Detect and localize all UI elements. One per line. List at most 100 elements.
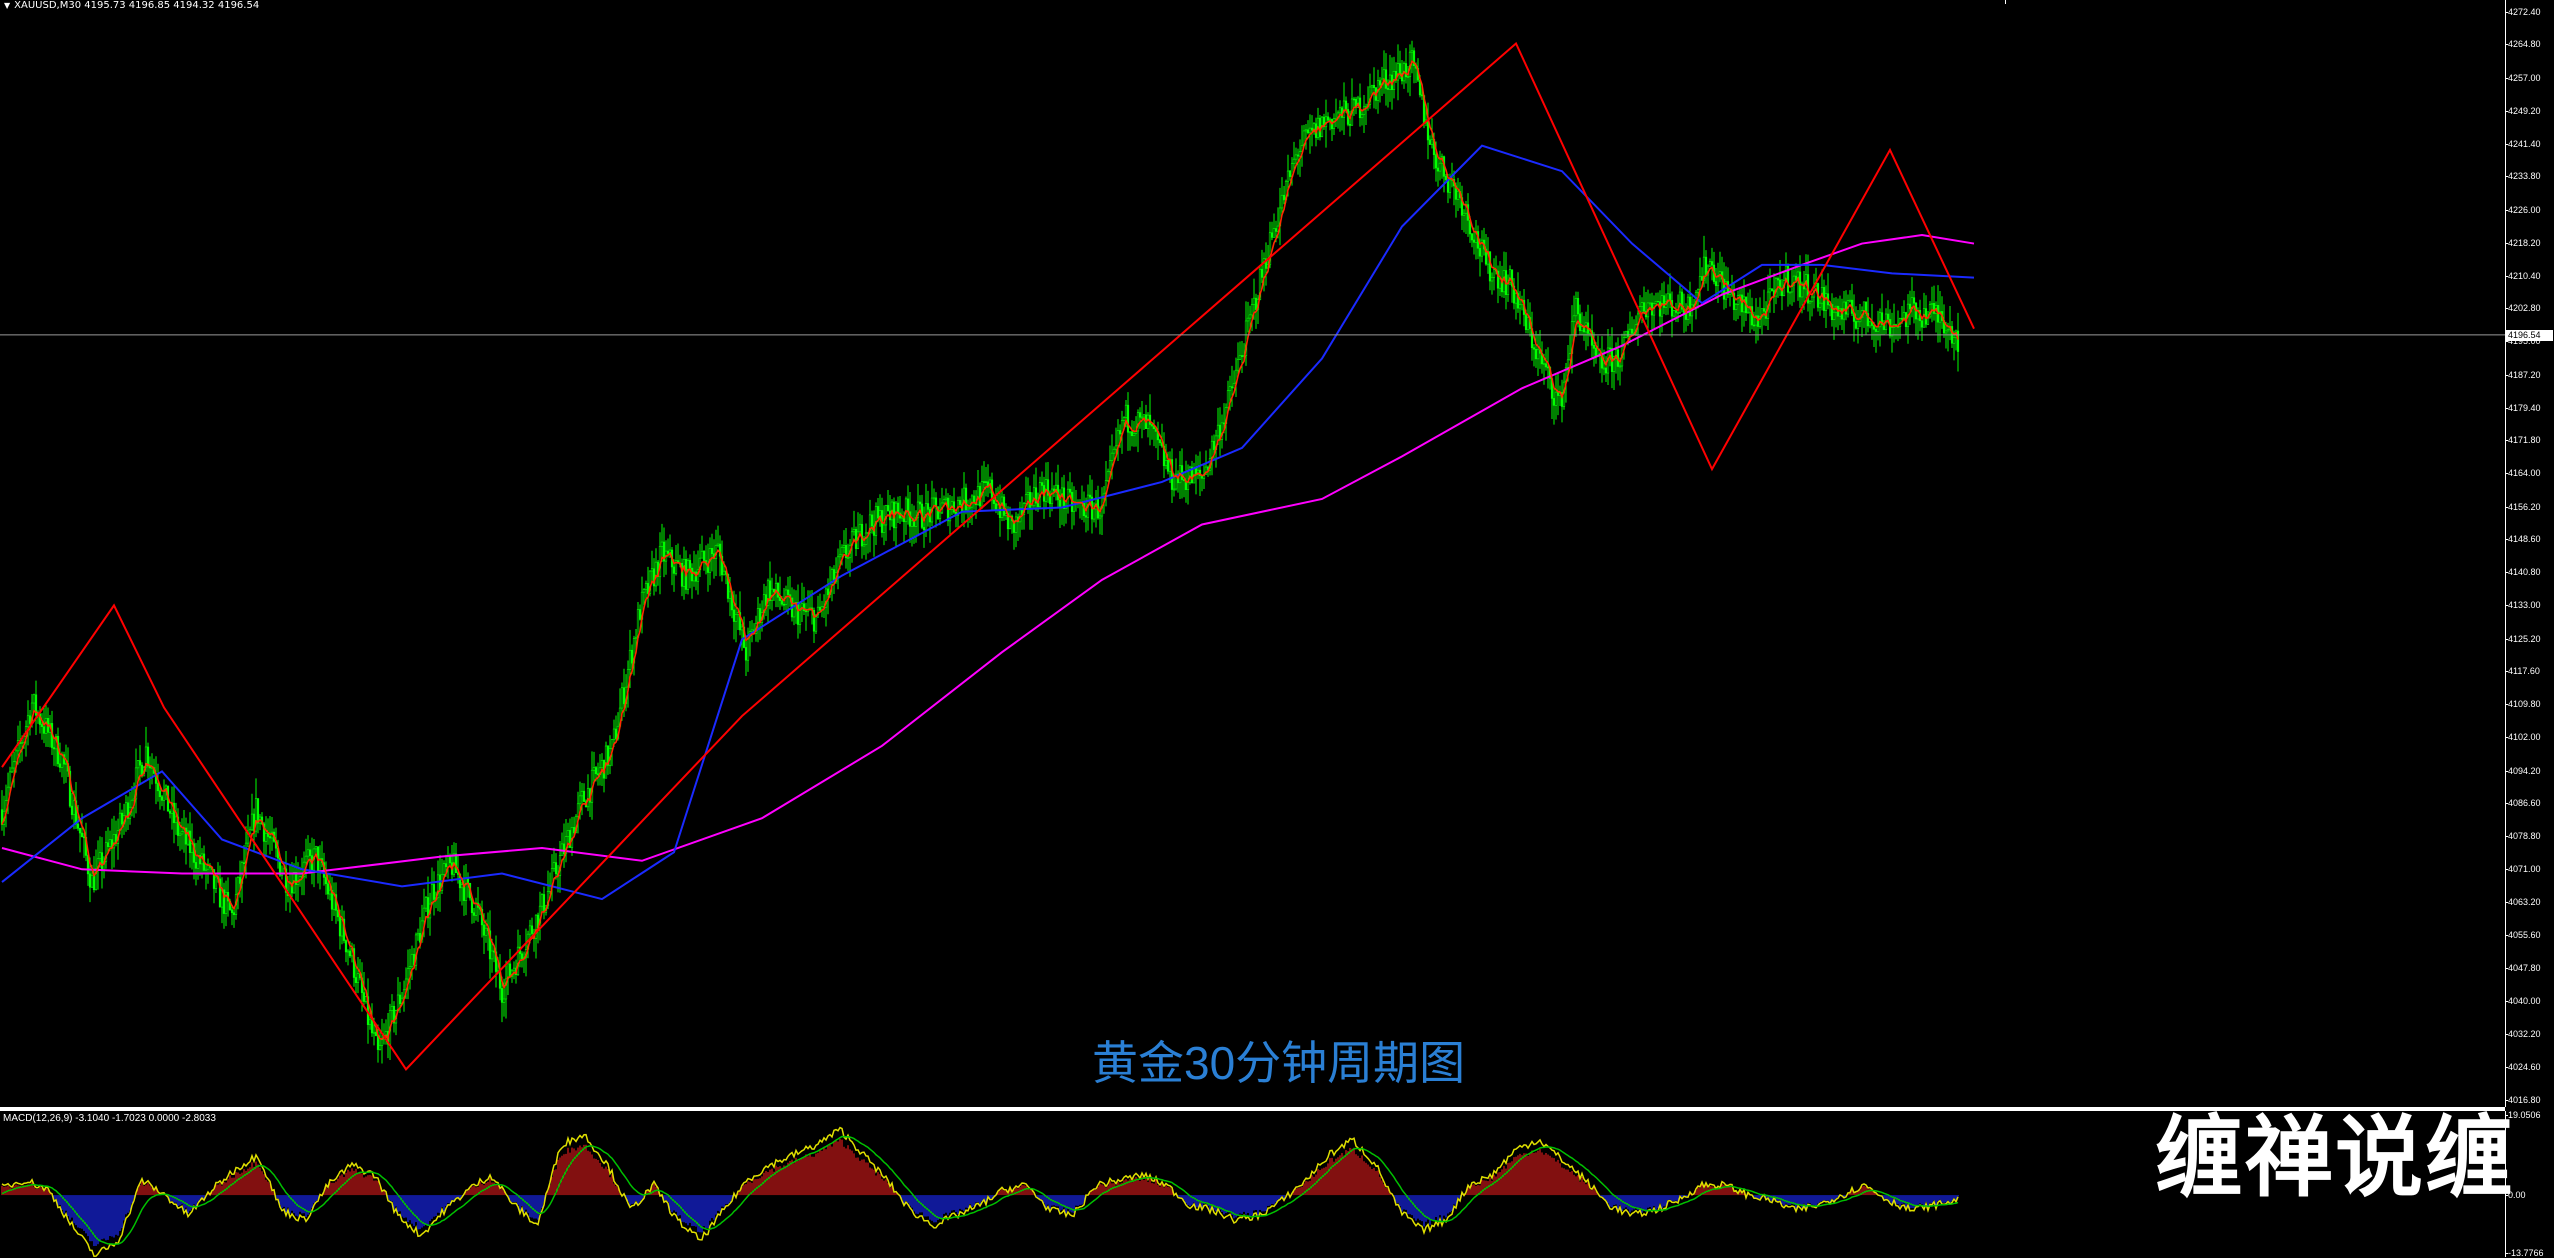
- candle-body: [516, 946, 520, 976]
- candle-body: [776, 582, 780, 598]
- candle-body: [1868, 321, 1872, 327]
- candle-body: [418, 932, 422, 943]
- candle-body: [630, 649, 634, 664]
- candle-body: [1196, 469, 1200, 475]
- candle-body: [268, 836, 272, 839]
- macd-scale[interactable]: 19.0506 0.00 -13.7766: [2505, 1110, 2554, 1258]
- candle-body: [1348, 124, 1352, 126]
- candle-body: [1770, 288, 1774, 291]
- price-axis-label: 4102.00: [2505, 732, 2541, 743]
- candle-body: [72, 800, 76, 815]
- candle-body: [1534, 348, 1538, 360]
- candle-body: [1226, 390, 1230, 408]
- candle-body: [1762, 308, 1766, 312]
- candle-body: [198, 855, 202, 865]
- candle-body: [1698, 276, 1702, 291]
- symbol-line: XAUUSD,M30 4195.73 4196.85 4194.32 4196.…: [14, 0, 260, 11]
- candle-body: [922, 527, 926, 531]
- candle-body: [970, 495, 974, 508]
- candle-body: [562, 843, 566, 855]
- price-axis-label: 4156.20: [2505, 501, 2541, 512]
- candle-body: [1602, 367, 1606, 370]
- candle-body: [534, 914, 538, 939]
- price-axis-label: 4078.80: [2505, 831, 2541, 842]
- candle-body: [1912, 297, 1916, 304]
- candle-body: [1654, 300, 1658, 304]
- candle-body: [1874, 329, 1878, 332]
- candle-body: [172, 802, 176, 824]
- panel-divider[interactable]: [0, 1107, 2505, 1111]
- price-axis-label: 4210.40: [2505, 270, 2541, 281]
- candle-body: [314, 846, 318, 850]
- candle-body: [1480, 239, 1484, 257]
- candle-body: [158, 790, 162, 798]
- candle-body: [1612, 355, 1616, 372]
- price-axis-label: 4226.00: [2505, 204, 2541, 215]
- candle-body: [104, 842, 108, 862]
- candle-body: [464, 877, 468, 901]
- candle-body: [1700, 276, 1704, 281]
- candle-body: [488, 930, 492, 960]
- candle-body: [294, 872, 298, 885]
- candle-body: [1428, 139, 1432, 145]
- candle-body: [204, 868, 208, 871]
- candle-body: [1724, 281, 1728, 300]
- candle-body: [628, 649, 632, 670]
- candle-body: [554, 862, 558, 875]
- candle-body: [460, 884, 464, 889]
- price-scale[interactable]: 4272.40 4264.80 4257.00 4249.20 4241.40 4233.…: [2505, 0, 2554, 1107]
- candle-body: [356, 973, 360, 983]
- candle-body: [306, 849, 310, 857]
- candle-body: [1370, 84, 1374, 88]
- candle-body: [1956, 330, 1960, 352]
- candle-body: [1140, 416, 1144, 419]
- macd-chart[interactable]: [0, 1111, 2505, 1257]
- price-axis-label: 4195.00: [2505, 336, 2541, 347]
- candle-body: [918, 501, 922, 505]
- candle-body: [1876, 326, 1880, 332]
- candle-body: [1294, 154, 1298, 160]
- candle-body: [1352, 98, 1356, 101]
- candle-body: [82, 836, 86, 839]
- candle-body: [484, 927, 488, 936]
- price-axis-label: 4202.80: [2505, 303, 2541, 314]
- candle-body: [156, 783, 160, 792]
- price-chart[interactable]: [0, 0, 2505, 1107]
- candle-body: [750, 629, 754, 632]
- symbol-dropdown-icon[interactable]: ▼: [4, 1, 11, 10]
- candle-body: [592, 767, 596, 771]
- candle-body: [932, 497, 936, 500]
- candle-body: [1244, 320, 1248, 356]
- candle-body: [380, 1039, 384, 1046]
- candle-body: [802, 603, 806, 612]
- candle-body: [634, 637, 638, 639]
- candle-body: [826, 588, 830, 595]
- candle-body: [112, 834, 116, 849]
- candle-body: [1710, 261, 1714, 266]
- candle-body: [146, 746, 150, 767]
- candle-body: [1186, 482, 1190, 490]
- candle-body: [804, 610, 808, 613]
- candle-body: [1166, 460, 1170, 472]
- candle-body: [1506, 282, 1510, 295]
- candle-body: [756, 608, 760, 624]
- candle-body: [188, 830, 192, 853]
- candle-body: [80, 832, 84, 838]
- candle-body: [728, 591, 732, 599]
- candle-body: [1398, 63, 1402, 74]
- candle-body: [1248, 314, 1252, 319]
- candle-body: [370, 1019, 374, 1034]
- candle-body: [130, 799, 134, 808]
- candle-body: [1000, 496, 1004, 518]
- candle-body: [944, 497, 948, 501]
- candle-body: [1126, 404, 1130, 433]
- candle-body: [1856, 321, 1860, 329]
- candle-body: [1676, 312, 1680, 314]
- candle-body: [606, 745, 610, 766]
- candle-body: [840, 546, 844, 556]
- candle-body: [1260, 268, 1264, 278]
- candle-body: [838, 554, 842, 558]
- candle-body: [520, 953, 524, 960]
- candle-body: [390, 1005, 394, 1011]
- candle-body: [842, 544, 846, 548]
